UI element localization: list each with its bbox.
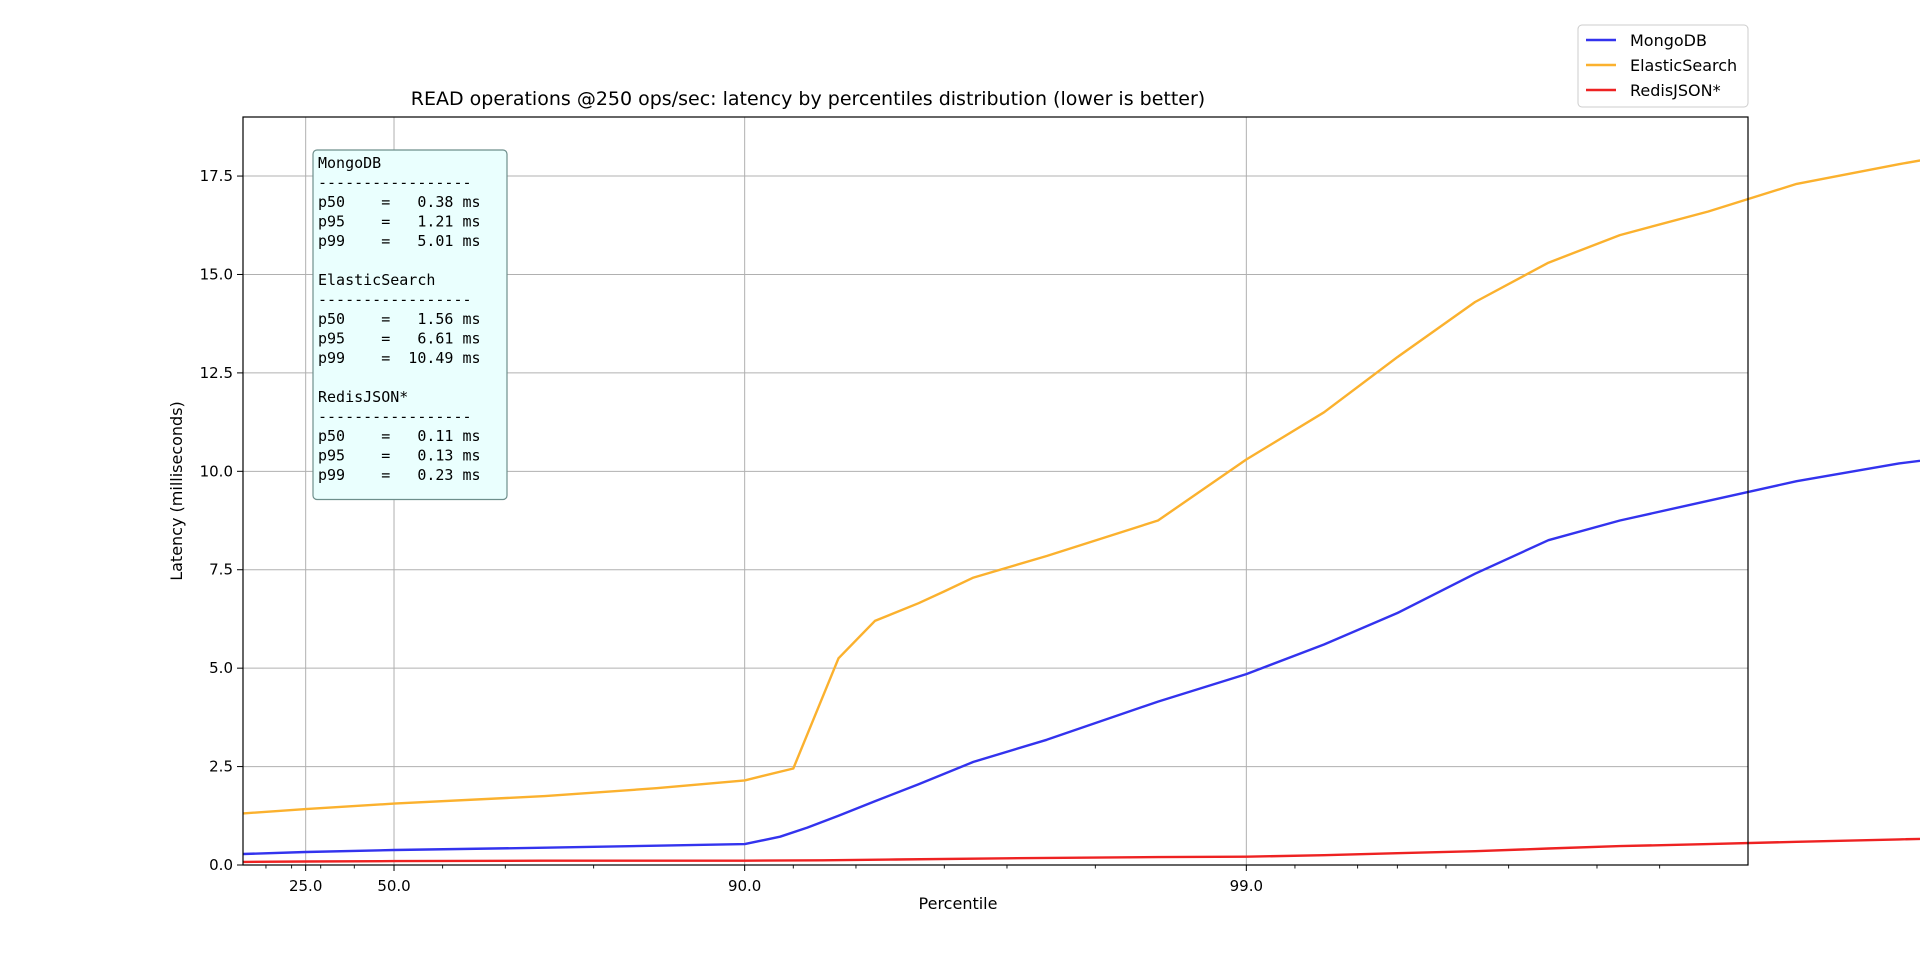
y-tick-label: 5.0 bbox=[209, 659, 233, 677]
stats-line: RedisJSON* bbox=[318, 388, 408, 406]
y-tick-label: 7.5 bbox=[209, 561, 233, 579]
stats-line: p99 = 5.01 ms bbox=[318, 232, 481, 250]
plot-area-frame bbox=[242, 116, 1749, 866]
axis-ticks: 25.0 50.0 90.0 99.0 0.0 2.5 5.0 7.5 10.0 12.5 15.0… bbox=[200, 167, 1661, 895]
stats-summary-box: MongoDB-----------------p50 = 0.38 msp95… bbox=[312, 149, 508, 501]
y-tick-label: 0.0 bbox=[209, 856, 233, 874]
stats-line: ----------------- bbox=[318, 174, 472, 192]
series-line-mongodb bbox=[242, 459, 1920, 856]
stats-line: p99 = 0.23 ms bbox=[318, 466, 481, 484]
legend-label: RedisJSON* bbox=[1630, 81, 1721, 100]
legend-label: ElasticSearch bbox=[1630, 56, 1737, 75]
stats-line: ----------------- bbox=[318, 408, 472, 426]
series-line-elasticsearch bbox=[242, 159, 1920, 815]
y-axis-label: Latency (milliseconds) bbox=[167, 401, 186, 581]
x-axis-label: Percentile bbox=[919, 894, 998, 913]
y-tick-label: 15.0 bbox=[200, 265, 233, 283]
stats-line: MongoDB bbox=[318, 154, 381, 172]
x-tick-label: 90.0 bbox=[728, 877, 761, 895]
stats-line: p50 = 0.38 ms bbox=[318, 193, 481, 211]
x-tick-label: 99.0 bbox=[1230, 877, 1263, 895]
stats-line: ElasticSearch bbox=[318, 271, 435, 289]
legend-frame bbox=[1577, 24, 1749, 108]
series-lines bbox=[242, 159, 1920, 864]
stats-box-background bbox=[312, 149, 508, 501]
y-tick-label: 2.5 bbox=[209, 758, 233, 776]
stats-line: p50 = 0.11 ms bbox=[318, 427, 481, 445]
x-tick-label: 50.0 bbox=[377, 877, 410, 895]
chart-title: READ operations @250 ops/sec: latency by… bbox=[411, 88, 1205, 110]
legend-label: MongoDB bbox=[1630, 31, 1707, 50]
y-tick-label: 17.5 bbox=[200, 167, 233, 185]
stats-line: p95 = 6.61 ms bbox=[318, 330, 481, 348]
x-tick-label: 25.0 bbox=[289, 877, 322, 895]
legend: MongoDB ElasticSearch RedisJSON* bbox=[1577, 24, 1749, 108]
stats-line: p95 = 0.13 ms bbox=[318, 447, 481, 465]
y-tick-label: 12.5 bbox=[200, 364, 233, 382]
stats-line: ----------------- bbox=[318, 291, 472, 309]
stats-line: p50 = 1.56 ms bbox=[318, 310, 481, 328]
series-line-redisjson bbox=[242, 837, 1920, 864]
stats-line: p99 = 10.49 ms bbox=[318, 349, 481, 367]
y-tick-label: 10.0 bbox=[200, 462, 233, 480]
stats-line: p95 = 1.21 ms bbox=[318, 213, 481, 231]
